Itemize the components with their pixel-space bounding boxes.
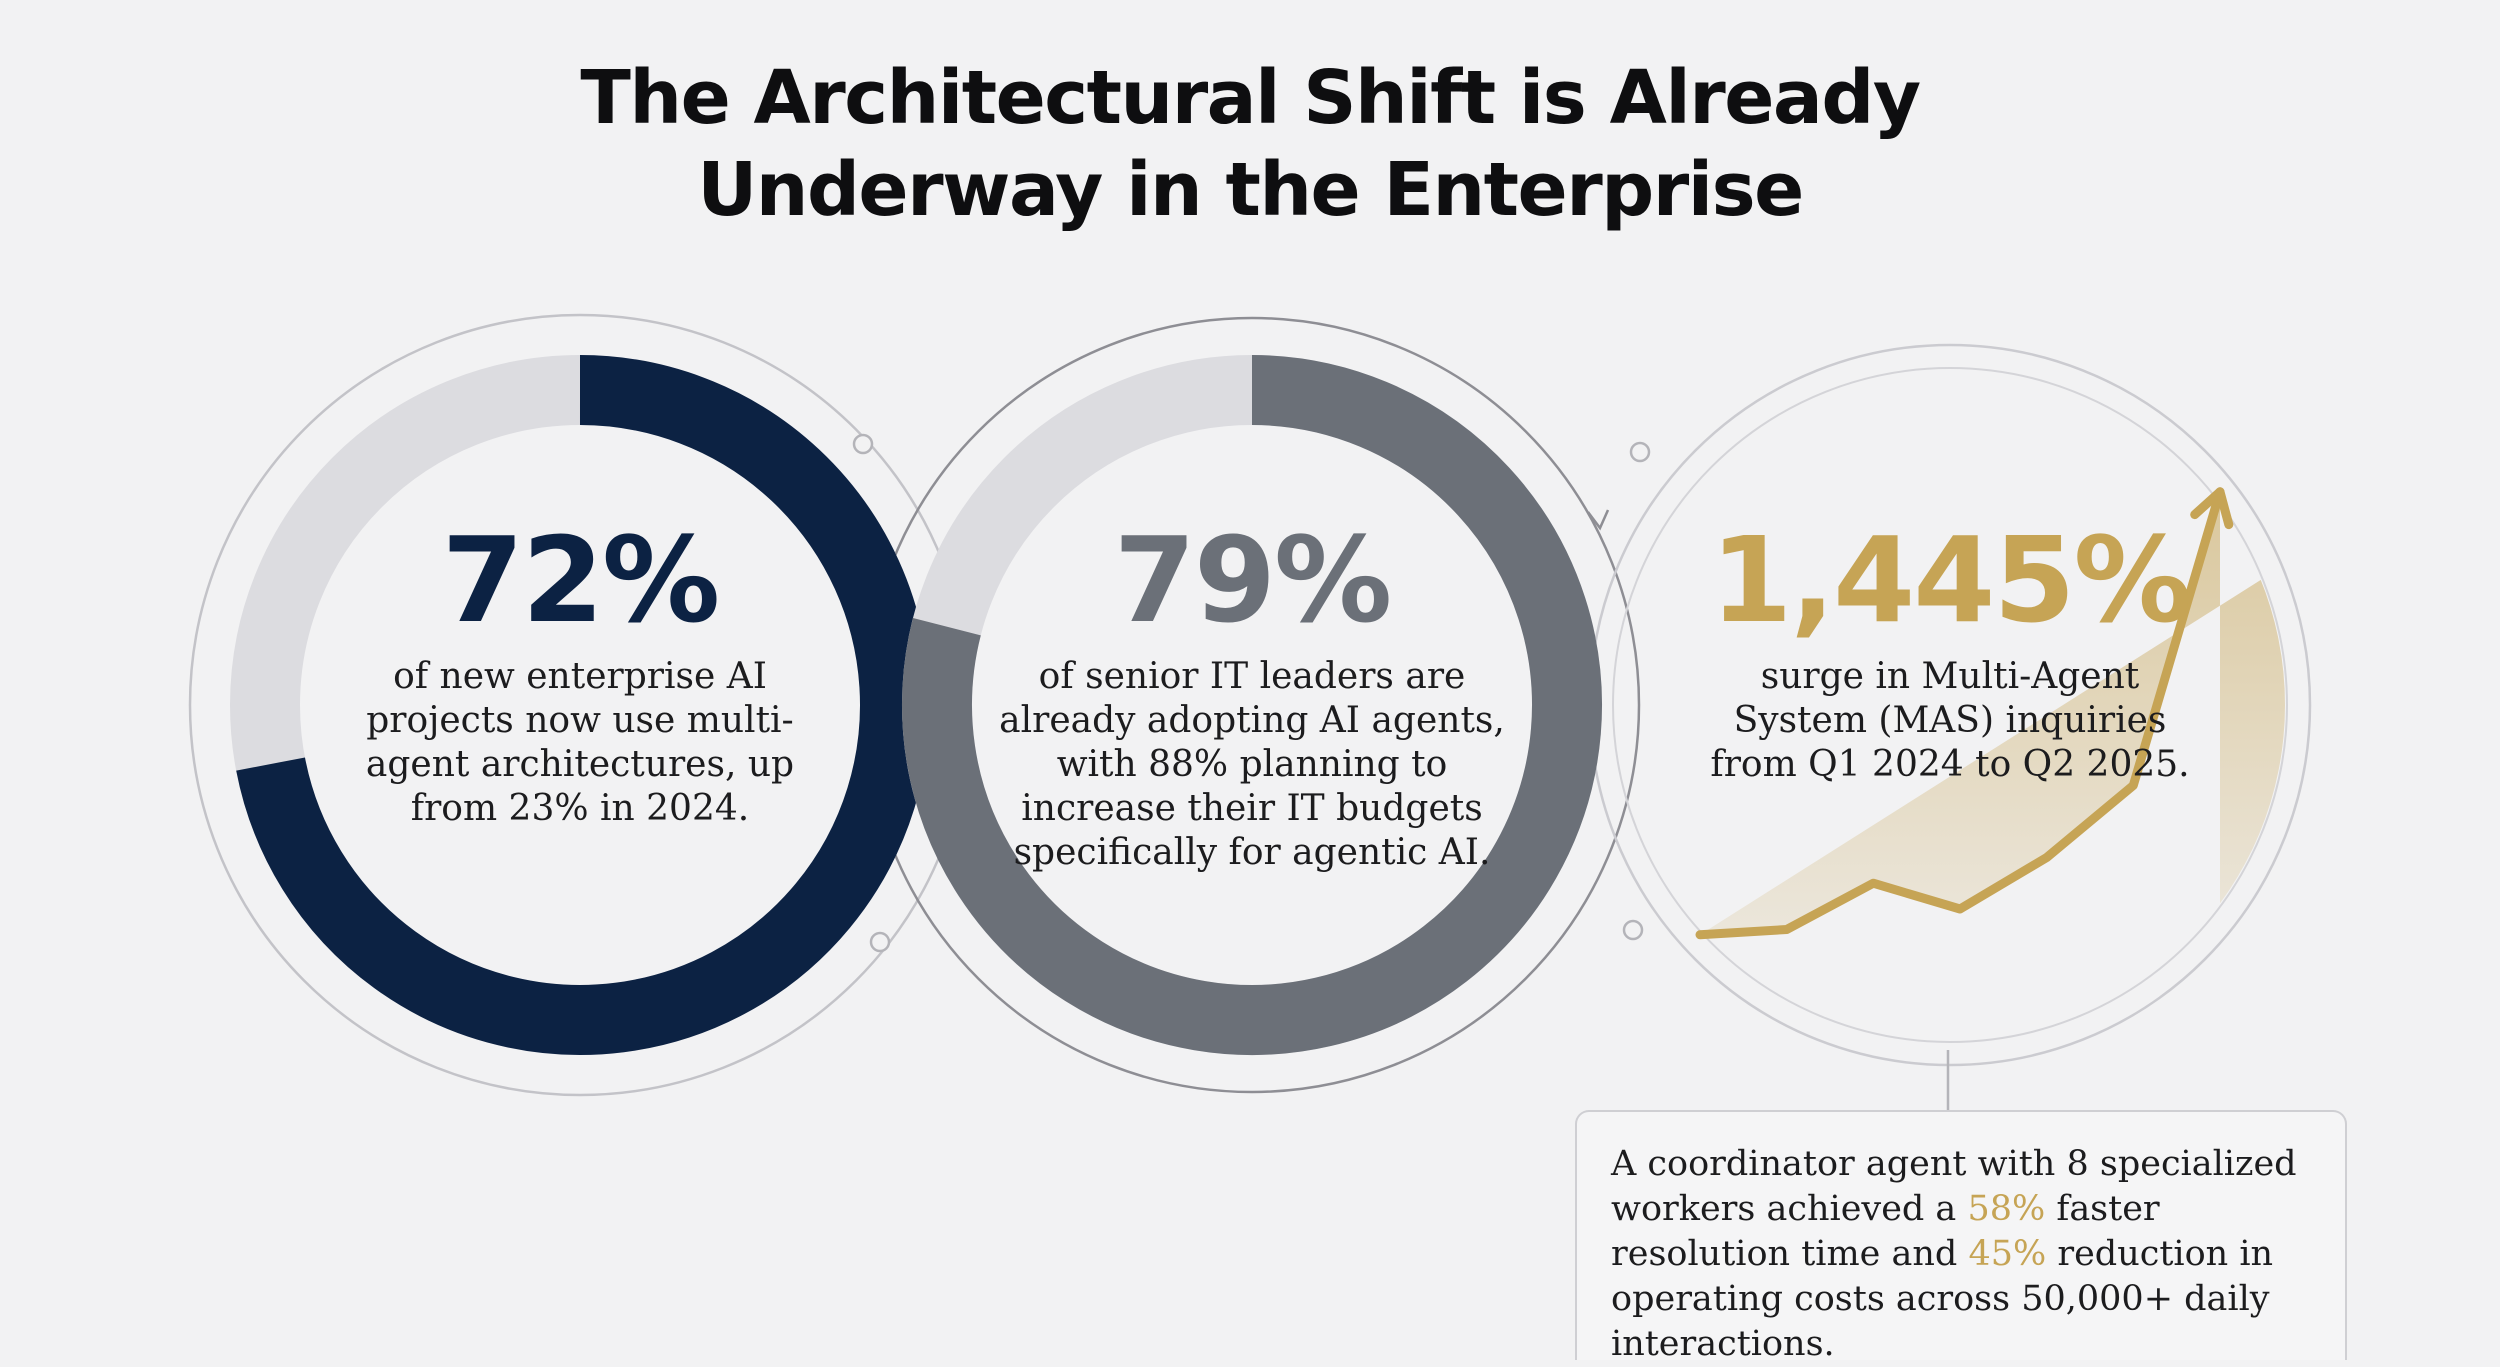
callout-highlight-58: 58%	[1967, 1189, 2046, 1229]
callout-text-mid: faster resolution time and	[1611, 1189, 2160, 1274]
stat-2-description: of senior IT leaders are already adoptin…	[992, 655, 1512, 875]
case-study-callout: A coordinator agent with 8 specialized w…	[1575, 1110, 2347, 1364]
connector-dot-3b	[1622, 919, 1644, 941]
stat-2-value: 79%	[1113, 511, 1392, 649]
stat-1-line: of new enterprise AI	[393, 656, 767, 697]
stat-1-line: from 23% in 2024.	[410, 788, 750, 829]
page-title: The Architectural Shift is Already Under…	[0, 52, 2500, 236]
callout-highlight-45: 45%	[1968, 1234, 2047, 1274]
stat-3-description: surge in Multi-Agent System (MAS) inquir…	[1700, 655, 2200, 787]
donut-2-value-arc	[902, 355, 1602, 1055]
stat-1-line: agent architectures, up	[365, 744, 795, 785]
stat-3-line: surge in Multi-Agent	[1760, 656, 2140, 697]
stat-2-line: already adopting AI agents,	[999, 700, 1505, 741]
donut-1-value-arc	[236, 355, 930, 1055]
growth-line	[1695, 487, 2225, 940]
title-line-2: Underway in the Enterprise	[697, 147, 1804, 233]
stat-1-line: projects now use multi-	[366, 700, 794, 741]
connector-dot-1a	[852, 433, 874, 455]
stat-2-line: of senior IT leaders are	[1038, 656, 1466, 697]
stat-2-line: with 88% planning to	[1056, 744, 1448, 785]
stat-3-value: 1,445%	[1710, 511, 2191, 649]
stat-3-line: System (MAS) inquiries	[1733, 700, 2167, 741]
callout-text-pre: A coordinator agent with 8 specialized w…	[1611, 1144, 2297, 1229]
title-line-1: The Architectural Shift is Already	[580, 55, 1921, 141]
callout-text: A coordinator agent with 8 specialized w…	[1611, 1142, 2331, 1367]
connector-dot-3a	[1629, 441, 1651, 463]
growth-arrow-icon	[2190, 487, 2234, 530]
ring-2-arrow-icon	[1587, 509, 1610, 531]
stat-3-line: from Q1 2024 to Q2 2025.	[1710, 744, 2190, 785]
stat-1-value: 72%	[441, 511, 720, 649]
outer-ring-3b	[1612, 367, 2288, 1043]
connector-dot-1b	[869, 931, 891, 953]
stat-1-description: of new enterprise AI projects now use mu…	[340, 655, 820, 831]
stat-2-line: increase their IT budgets	[1021, 788, 1483, 829]
stat-2-line: specifically for agentic AI.	[1013, 832, 1491, 873]
